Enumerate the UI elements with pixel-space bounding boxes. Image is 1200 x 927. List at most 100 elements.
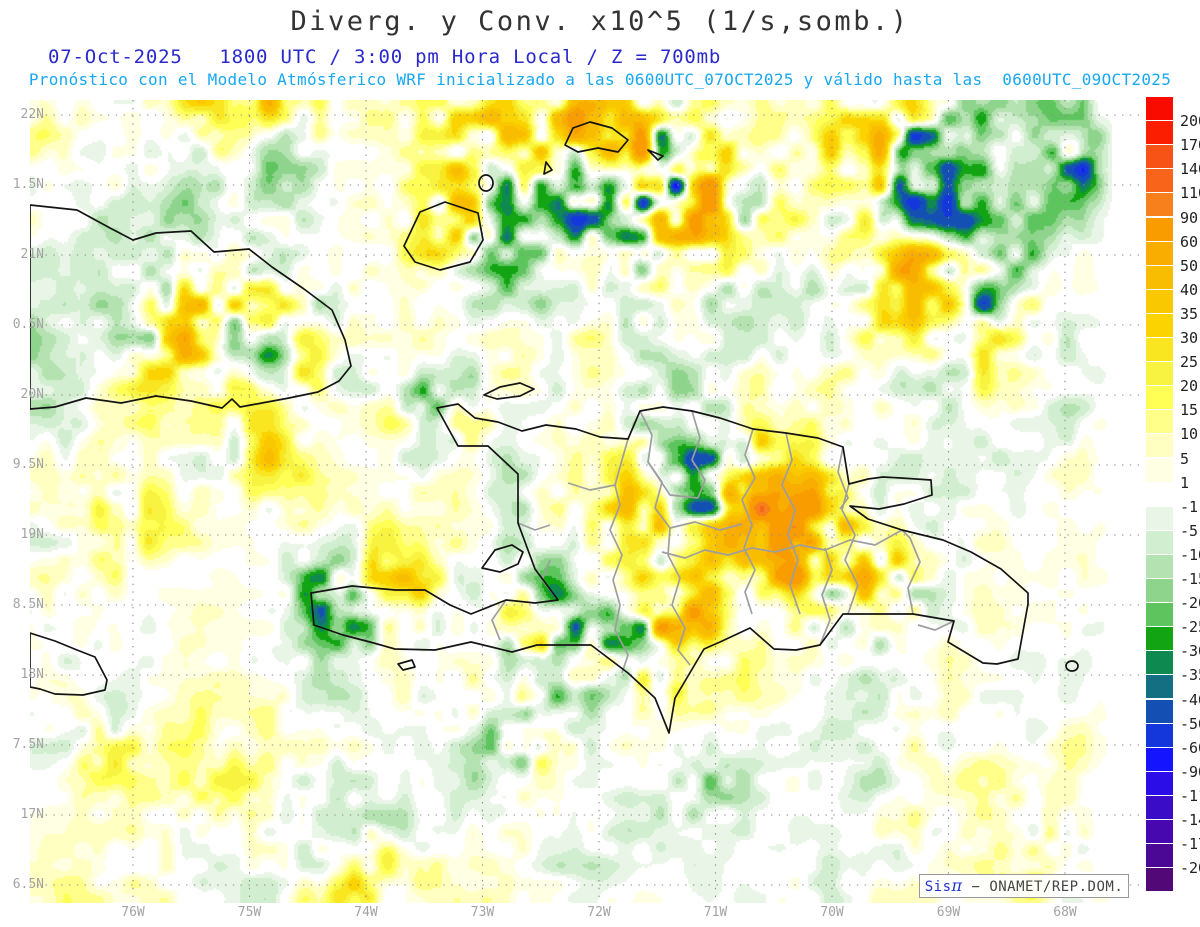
lat-tick-label: 21N — [20, 247, 44, 262]
colorbar-tick-label: -1 — [1180, 497, 1199, 516]
colorbar-segment — [1146, 410, 1173, 434]
lon-tick-label: 71W — [703, 905, 728, 920]
colorbar-tick-label: 35 — [1180, 304, 1199, 323]
watermark-sispi-label: Sis — [924, 879, 952, 895]
colorbar-segment — [1146, 627, 1173, 651]
colorbar-tick-label: 170 — [1180, 136, 1200, 155]
colorbar-tick-label: -90 — [1180, 762, 1200, 781]
colorbar-tick-label: -170 — [1180, 835, 1200, 854]
lon-tick-label: 68W — [1053, 905, 1077, 920]
lat-tick-label: 1.5N — [12, 177, 44, 192]
colorbar-tick-label: -10 — [1180, 545, 1200, 564]
lat-tick-label: 8.5N — [12, 597, 44, 612]
lon-tick-label: 76W — [121, 905, 145, 920]
colorbar-tick-label: -5 — [1180, 521, 1199, 540]
lat-tick-label: 19N — [20, 527, 44, 542]
colorbar-tick-label: 110 — [1180, 184, 1200, 203]
lon-tick-label: 70W — [820, 905, 844, 920]
colorbar-segment — [1146, 554, 1173, 578]
page-title: Diverg. y Conv. x10^5 (1/s,somb.) — [290, 6, 910, 37]
coastline-great-inagua — [403, 201, 484, 271]
map-plot-area — [30, 100, 1140, 903]
colorbar-segment — [1146, 145, 1173, 169]
pi-symbol: π — [951, 876, 963, 895]
colorbar-segment — [1146, 530, 1173, 554]
coastline-ile-a-vache — [397, 659, 416, 671]
colorbar-tick-label: 15 — [1180, 401, 1199, 420]
colorbar-segment — [1146, 289, 1173, 313]
colorbar-tick-label: -15 — [1180, 570, 1200, 588]
colorbar-segment — [1146, 97, 1173, 121]
colorbar-tick-label: -140 — [1180, 811, 1200, 829]
colorbar-segment — [1146, 362, 1173, 386]
lon-tick-label: 69W — [936, 905, 961, 920]
graticule-gridlines — [30, 100, 1140, 903]
colorbar-segment — [1146, 820, 1173, 844]
province-border — [669, 521, 743, 531]
province-border — [647, 461, 699, 499]
lat-tick-label: 0.5N — [12, 317, 44, 332]
coastline-little-inagua — [478, 174, 494, 192]
colorbar-segment — [1146, 193, 1173, 217]
coastline-hispaniola — [310, 403, 1029, 734]
colorbar-tick-label: 1 — [1180, 473, 1190, 492]
colorbar-tick-label: 5 — [1180, 449, 1190, 468]
province-border — [819, 547, 833, 646]
lat-tick-label: 22N — [20, 107, 44, 122]
colorbar-segment — [1146, 844, 1173, 868]
lat-tick-label: 7.5N — [12, 737, 44, 752]
colorbar-segment — [1146, 386, 1173, 410]
province-border — [491, 599, 507, 641]
colorbar-segment — [1146, 458, 1173, 482]
lat-tick-label: 6.5N — [12, 877, 44, 892]
colorbar-segment — [1146, 338, 1173, 362]
colorbar-segment — [1146, 651, 1173, 675]
coastline-jamaica — [30, 632, 108, 696]
colorbar-segment — [1146, 506, 1173, 530]
lat-tick-label: 9.5N — [12, 457, 44, 472]
coastline-mona-island — [1065, 660, 1079, 672]
colorbar-tick-label: -40 — [1180, 690, 1200, 709]
lon-tick-label: 74W — [354, 905, 378, 920]
model-info-subtitle: Pronóstico con el Modelo Atmósferico WRF… — [28, 70, 1172, 89]
colorbar-segment — [1146, 265, 1173, 289]
coastlines — [30, 121, 1079, 734]
colorbar-segment — [1146, 603, 1173, 627]
lon-tick-label: 75W — [237, 905, 262, 920]
colorbar-segment — [1146, 868, 1173, 892]
province-border — [609, 438, 629, 674]
province-border — [781, 432, 801, 615]
province-border — [661, 529, 903, 559]
colorbar-segment — [1146, 241, 1173, 265]
colorbar-tick-label: -110 — [1180, 786, 1200, 805]
colorbar-tick-label: 30 — [1180, 329, 1199, 347]
colorbar-segment — [1146, 675, 1173, 699]
valid-time-subtitle: 07-Oct-2025 1800 UTC / 3:00 pm Hora Loca… — [48, 46, 722, 68]
province-border — [567, 482, 616, 491]
province-border — [741, 428, 756, 615]
colorbar-segment — [1146, 217, 1173, 241]
colorbar-tick-label: 50 — [1180, 256, 1199, 275]
watermark-organization: ONAMET/REP.DOM. — [989, 879, 1124, 895]
map-overlay — [30, 100, 1140, 903]
colorbar-segment — [1146, 579, 1173, 603]
colorbar-tick-label: 60 — [1180, 232, 1199, 251]
colorbar-tick-label: 25 — [1180, 353, 1199, 372]
colorbar-segment — [1146, 723, 1173, 747]
coastline-tortuga-island — [483, 382, 535, 400]
colorbar-tick-label: 200 — [1180, 112, 1200, 131]
watermark-box: Sisπ − ONAMET/REP.DOM. — [919, 874, 1129, 898]
lat-tick-label: 18N — [20, 667, 44, 682]
coastline-gonave-island — [481, 544, 524, 573]
province-border — [917, 620, 955, 631]
colorbar-segment — [1146, 747, 1173, 771]
divergence-field-canvas — [30, 100, 1112, 903]
lat-tick-label: 17N — [20, 807, 44, 822]
province-border — [667, 527, 691, 666]
colorbar-tick-label: 40 — [1180, 280, 1199, 299]
colorbar-segment — [1146, 795, 1173, 819]
colorbar-segment — [1146, 434, 1173, 458]
province-border — [541, 559, 559, 601]
colorbar-segment — [1146, 121, 1173, 145]
coastline-west-caicos — [543, 161, 553, 175]
